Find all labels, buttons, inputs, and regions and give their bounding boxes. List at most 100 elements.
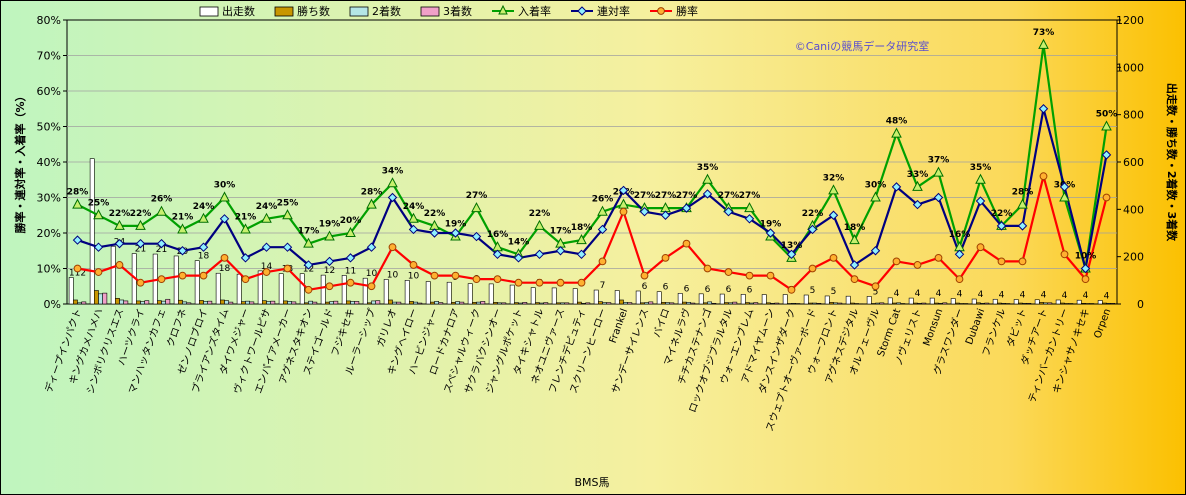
legend-marker (577, 6, 587, 16)
marker-勝率 (346, 278, 355, 287)
bar-勝ち数 (1039, 302, 1044, 305)
bar-data-label: 21 (135, 245, 146, 255)
bar-data-label: 6 (663, 283, 669, 293)
bar-3着数 (312, 301, 318, 305)
marker-連対率 (366, 242, 377, 252)
right-axis-title: 出走数・勝ち数・2着数・3着数 (1165, 83, 1179, 242)
bar-3着数 (816, 302, 822, 305)
category-label: Orpen (1092, 307, 1113, 340)
bar-出走数 (593, 289, 599, 305)
marker-勝率 (766, 271, 775, 280)
bar-2着数 (833, 302, 838, 305)
bar-出走数 (488, 283, 494, 305)
marker-勝率 (997, 257, 1006, 266)
marker-連対率 (1080, 263, 1091, 274)
marker-入着率 (1038, 38, 1049, 49)
bar-2着数 (455, 301, 460, 305)
bar-出走数 (551, 287, 557, 305)
bar-2着数 (665, 302, 670, 305)
marker-入着率 (471, 202, 482, 213)
bar-勝ち数 (765, 302, 771, 305)
left-tick-label: 50% (37, 121, 61, 134)
x-axis-title: BMS馬 (574, 476, 609, 489)
bar-3着数 (690, 302, 696, 305)
line-data-label: 19% (445, 220, 467, 230)
bar-2着数 (602, 302, 607, 305)
marker-勝率 (283, 264, 292, 273)
line-data-label: 14% (508, 237, 530, 247)
bar-data-label: 112 (69, 268, 86, 278)
marker-勝率 (850, 275, 859, 284)
bar-出走数 (299, 273, 305, 305)
marker-連対率 (597, 224, 608, 235)
marker-勝率 (661, 253, 670, 262)
left-tick-label: 40% (37, 156, 61, 169)
bar-出走数 (1034, 299, 1040, 305)
bar-出走数 (1076, 299, 1082, 305)
bar-data-label: 12 (324, 266, 335, 276)
bar-data-label: 4 (1020, 291, 1026, 301)
marker-連対率 (765, 228, 776, 238)
bar-出走数 (467, 283, 473, 305)
marker-入着率 (975, 173, 986, 184)
bar-2着数 (476, 301, 481, 305)
line-data-label: 27% (676, 191, 698, 201)
marker-連対率 (387, 192, 398, 203)
bar-data-label: 4 (957, 290, 963, 300)
bar-出走数 (992, 298, 998, 305)
legend-swatch-勝ち数 (274, 6, 294, 17)
marker-連対率 (1038, 104, 1049, 114)
marker-勝率 (1039, 172, 1048, 181)
marker-勝率 (409, 261, 418, 269)
bar-出走数 (677, 293, 683, 305)
marker-入着率 (849, 234, 860, 245)
bar-3着数 (165, 298, 171, 305)
bar-2着数 (224, 300, 229, 305)
bar-勝ち数 (471, 302, 477, 305)
bar-data-label: 6 (684, 284, 690, 294)
marker-勝率 (934, 253, 943, 262)
line-data-label: 27% (718, 191, 740, 201)
bar-勝ち数 (220, 299, 225, 305)
bar-出走数 (110, 245, 116, 305)
bar-勝ち数 (1081, 302, 1086, 305)
bar-出走数 (782, 294, 788, 305)
marker-勝率 (325, 282, 334, 291)
marker-入着率 (345, 226, 356, 237)
marker-勝率 (493, 275, 502, 284)
line-data-label: 30% (214, 181, 236, 191)
bar-勝ち数 (597, 301, 603, 305)
bar-出走数 (635, 290, 641, 305)
marker-勝率 (262, 268, 271, 276)
bar-2着数 (980, 302, 985, 305)
left-tick-label: 60% (37, 85, 61, 98)
bar-勝ち数 (975, 302, 981, 305)
bar-勝ち数 (849, 302, 855, 305)
marker-連対率 (72, 235, 83, 245)
marker-連対率 (996, 221, 1007, 231)
bar-3着数 (732, 301, 738, 305)
bar-3着数 (291, 301, 297, 305)
bar-勝ち数 (660, 302, 666, 305)
marker-入着率 (618, 198, 629, 209)
marker-入着率 (912, 180, 923, 191)
line-data-label: 25% (277, 198, 299, 208)
marker-入着率 (891, 127, 902, 138)
marker-勝率 (535, 278, 544, 287)
bar-data-label: 4 (915, 289, 921, 299)
bar-出走数 (236, 273, 242, 305)
category-label: ガリレオ (374, 307, 399, 349)
legend-swatch-3着数 (420, 6, 440, 17)
bar-3着数 (921, 302, 927, 305)
left-tick-label: 80% (37, 14, 61, 27)
marker-勝率 (514, 278, 523, 287)
bar-出走数 (761, 294, 767, 305)
bar-3着数 (501, 302, 507, 305)
bar-data-label: 6 (642, 282, 648, 292)
marker-連対率 (555, 246, 566, 256)
marker-勝率 (367, 282, 376, 291)
bar-data-label: 6 (747, 285, 753, 295)
bar-2着数 (434, 301, 439, 305)
line-data-label: 21% (235, 212, 257, 222)
